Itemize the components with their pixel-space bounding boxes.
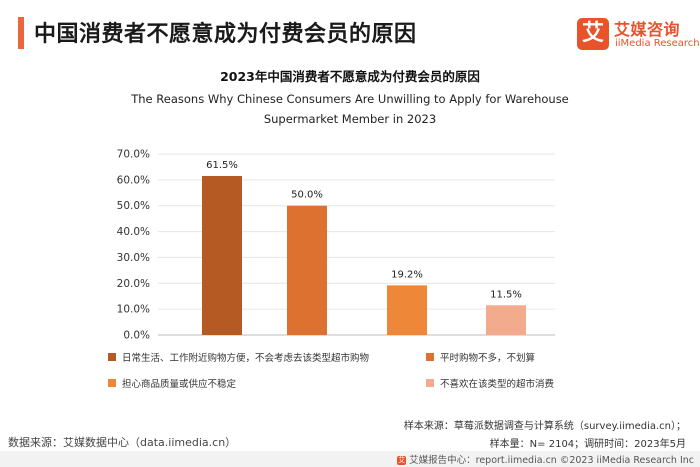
legend-swatch [426,379,434,387]
chart-legend: 日常生活、工作附近购物方便，不会考虑去该类型超市购物 平时购物不多，不划算担心商品… [108,350,628,400]
bar-value-label: 19.2% [391,269,423,280]
y-tick-label: 60.0% [117,174,150,186]
y-tick-label: 30.0% [117,252,150,264]
data-source: 数据来源：艾媒数据中心（data.iimedia.cn） [8,436,237,449]
chart-title: 2023年中国消费者不愿意成为付费会员的原因 [220,69,480,84]
y-tick-label: 50.0% [117,200,150,212]
legend-label: 平时购物不多，不划算 [440,353,536,364]
copyright: 艾艾媒报告中心：report.iimedia.cn ©2023 iiMedia … [397,452,694,466]
legend-label: 担心商品质量或供应不稳定 [122,379,237,390]
bar [486,305,526,335]
bar [287,205,327,335]
y-tick-label: 10.0% [117,304,150,316]
chart-subtitle-line-2: Supermarket Member in 2023 [263,112,437,126]
y-tick-label: 20.0% [117,278,150,290]
legend-item: 日常生活、工作附近购物方便，不会考虑去该类型超市购物 [108,350,369,364]
report-center-icon: 艾 [397,456,407,465]
sample-size: 样本量：N= 2104；调研时间：2023年5月 [489,439,686,450]
bar [202,175,242,335]
title-accent-bar [18,17,24,49]
bar-value-label: 11.5% [490,289,522,300]
bar-value-label: 61.5% [206,160,238,171]
legend-swatch [108,353,116,361]
copyright-text: 艾媒报告中心：report.iimedia.cn ©2023 iiMedia R… [409,455,694,466]
page-title: 中国消费者不愿意成为付费会员的原因 [34,22,417,47]
y-tick-label: 0.0% [123,330,150,342]
bar-value-label: 50.0% [291,190,323,201]
legend-swatch [426,353,434,361]
legend-swatch [108,379,116,387]
chart-subtitle-line-1: The Reasons Why Chinese Consumers Are Un… [131,92,569,106]
legend-label: 日常生活、工作附近购物方便，不会考虑去该类型超市购物 [122,353,370,364]
bar [387,285,427,335]
logo-name-en: iiMedia Research [615,38,700,49]
y-tick-label: 40.0% [117,226,150,238]
header: 中国消费者不愿意成为付费会员的原因 艾 艾媒咨询 iiMedia Researc… [0,0,700,62]
y-tick-label: 70.0% [117,149,150,161]
chart-subtitle: The Reasons Why Chinese Consumers Are Un… [0,89,700,129]
footer-bar [0,451,700,467]
iimedia-logo-icon: 艾 [577,18,609,50]
logo-name-cn: 艾媒咨询 [614,20,681,39]
legend-label: 不喜欢在该类型的超市消费 [440,379,555,390]
legend-item: 不喜欢在该类型的超市消费 [426,376,554,390]
sample-source: 样本来源：草莓派数据调查与计算系统（survey.iimedia.cn）； [403,421,686,432]
legend-item: 平时购物不多，不划算 [426,350,535,364]
legend-item: 担心商品质量或供应不稳定 [108,376,236,390]
